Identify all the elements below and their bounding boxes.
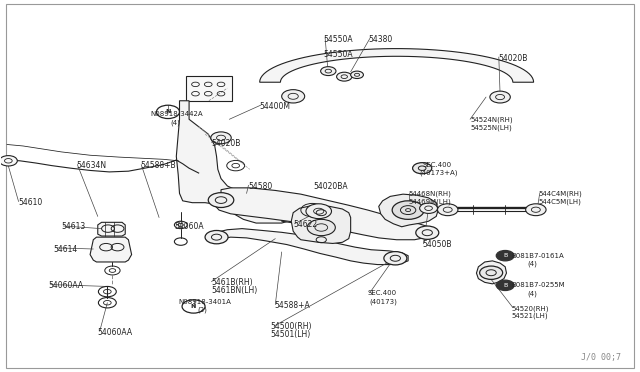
Polygon shape [211,229,408,264]
Circle shape [438,204,458,216]
Text: B081B7-0161A: B081B7-0161A [511,253,564,259]
Text: (40173+A): (40173+A) [419,169,458,176]
Polygon shape [214,188,434,240]
Circle shape [282,90,305,103]
Text: 54020BA: 54020BA [314,182,348,190]
Text: 54525N(LH): 54525N(LH) [470,124,512,131]
Text: B: B [503,253,508,258]
Text: 54622: 54622 [293,221,317,230]
Text: (4): (4) [170,120,180,126]
Text: 54060AA: 54060AA [49,281,84,290]
Text: (4): (4) [527,290,538,297]
Circle shape [351,71,364,78]
Text: 54060AA: 54060AA [98,328,133,337]
Circle shape [496,280,514,291]
Text: N08918-3442A: N08918-3442A [151,111,204,117]
Polygon shape [260,49,534,82]
Text: 54050B: 54050B [422,240,452,249]
Circle shape [392,201,424,219]
Circle shape [205,231,228,244]
Text: 54020B: 54020B [499,54,528,62]
Circle shape [208,193,234,208]
Text: 5461BN(LH): 5461BN(LH) [211,286,258,295]
Text: J/0 00;7: J/0 00;7 [581,353,621,362]
Polygon shape [282,197,333,225]
Circle shape [496,250,514,261]
Polygon shape [291,205,351,243]
Text: 544C5M(LH): 544C5M(LH) [538,198,581,205]
Text: 54469M(LH): 54469M(LH) [408,198,451,205]
Text: 54550A: 54550A [323,50,353,59]
Text: N: N [165,109,171,114]
Circle shape [479,266,502,279]
Text: (2): (2) [197,307,207,313]
Circle shape [420,203,438,214]
Circle shape [384,251,407,265]
Circle shape [0,155,17,166]
Text: 54550A: 54550A [323,35,353,44]
Text: 54520(RH): 54520(RH) [511,305,549,312]
Circle shape [321,67,336,76]
Text: SEC.400: SEC.400 [368,291,397,296]
Text: 54614: 54614 [54,244,78,253]
Polygon shape [476,261,506,284]
Text: 54400M: 54400M [259,102,291,111]
Text: 54588+A: 54588+A [274,301,310,310]
Polygon shape [176,101,294,223]
Text: 54588+B: 54588+B [140,161,175,170]
Text: SEC.400: SEC.400 [422,161,451,167]
Text: N: N [191,304,196,309]
Text: B081B7-0255M: B081B7-0255M [511,282,565,288]
Polygon shape [90,237,132,262]
Polygon shape [186,76,232,101]
Text: N08918-3401A: N08918-3401A [178,299,231,305]
Text: 54468N(RH): 54468N(RH) [408,191,451,198]
Circle shape [337,72,352,81]
Circle shape [490,91,510,103]
Text: B: B [503,283,508,288]
Text: 54610: 54610 [19,198,43,207]
Text: 54380: 54380 [368,35,392,44]
Text: 54060A: 54060A [174,222,204,231]
Text: 54613: 54613 [61,222,86,231]
Text: 54524N(RH): 54524N(RH) [470,116,513,122]
Text: 54020B: 54020B [211,139,241,148]
Text: (40173): (40173) [370,298,397,305]
Text: 54634N: 54634N [76,161,106,170]
Circle shape [413,163,432,174]
Circle shape [307,219,335,235]
Text: 54500(RH): 54500(RH) [270,322,312,331]
Circle shape [525,204,546,216]
Text: 54580: 54580 [248,182,273,190]
Text: 54521(LH): 54521(LH) [511,312,548,319]
Circle shape [416,226,439,239]
Text: 544C4M(RH): 544C4M(RH) [538,191,582,198]
Polygon shape [98,222,125,236]
Text: 5461B(RH): 5461B(RH) [211,278,253,287]
Text: (4): (4) [527,260,538,267]
Circle shape [211,132,231,144]
Polygon shape [379,194,438,227]
Circle shape [306,204,332,219]
Text: 54501(LH): 54501(LH) [270,330,310,340]
